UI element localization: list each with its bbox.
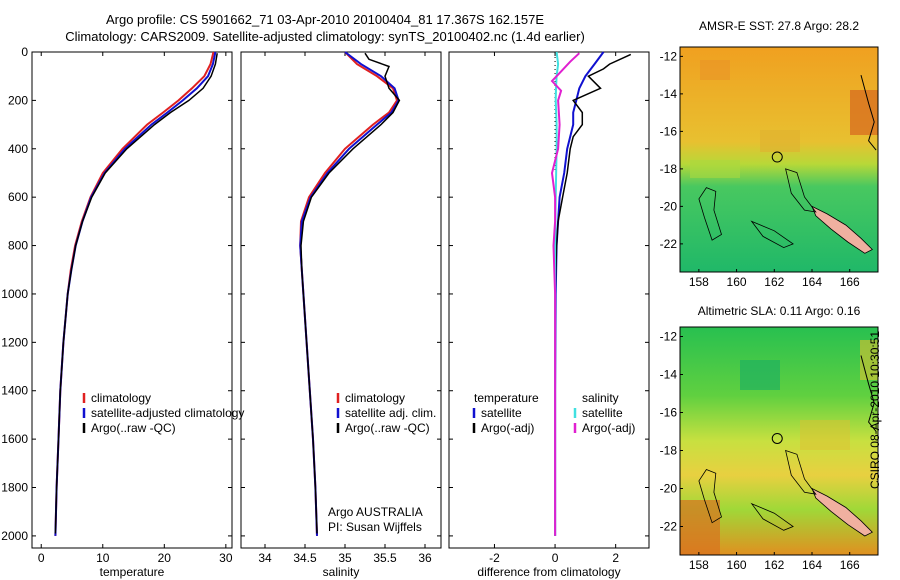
- temp-legend-label: satellite-adjusted climatology: [91, 406, 244, 420]
- sst-map-frame: [679, 46, 879, 273]
- argo-annotation: PI: Susan Wijffels: [328, 520, 422, 534]
- salinity-profile-xtick-label: 35: [338, 551, 352, 565]
- sla-map-xtick-label: 162: [764, 558, 784, 572]
- difference-from-climatology-line-blue: [554, 51, 605, 536]
- title-line-2: Climatology: CARS2009. Satellite-adjuste…: [65, 29, 585, 44]
- difference-from-climatology-frame: [448, 51, 650, 549]
- sst-map-ytick-label: -18: [660, 162, 678, 176]
- sst-map-xtick-label: 164: [802, 275, 822, 289]
- new-caledonia-island: [811, 205, 873, 254]
- sst-map-xtick-label: 158: [689, 275, 709, 289]
- sst-map-xtick-label: 166: [840, 275, 860, 289]
- sst-map-ytick-label: -12: [660, 49, 678, 63]
- sla-map-title: Altimetric SLA: 0.11 Argo: 0.16: [698, 304, 861, 318]
- difference-from-climatology-line-black: [554, 53, 632, 536]
- reef-contour: [785, 168, 817, 213]
- salinity-profile-line-blue: [299, 51, 400, 536]
- depth-tick-label: 1000: [1, 287, 28, 301]
- depth-tick-label: 1800: [1, 481, 28, 495]
- salinity-profile-xlabel: salinity: [323, 565, 360, 579]
- temperature-profile-line-red: [54, 51, 215, 536]
- sal-legend-label: Argo(..raw -QC): [345, 421, 430, 435]
- sst-map-xtick-label: 162: [764, 275, 784, 289]
- sla-map-frame: [679, 326, 879, 556]
- temperature-profile-frame: [31, 51, 233, 549]
- temperature-profile-xtick-label: 30: [219, 551, 233, 565]
- vanuatu-coast: [860, 74, 877, 151]
- sla-map-ytick-label: -14: [660, 368, 678, 382]
- sla-map-coastlines: [698, 355, 877, 537]
- difference-from-climatology-line-magenta: [550, 52, 580, 536]
- sal-legend-label: climatology: [345, 391, 405, 405]
- temperature-profile-xtick-label: 10: [96, 551, 110, 565]
- temperature-profile-xtick-label: 20: [158, 551, 172, 565]
- sla-map-xtick-label: 166: [840, 558, 860, 572]
- diff-legend-left-label: satellite: [481, 406, 522, 420]
- sla-map-ytick-label: -22: [660, 520, 678, 534]
- sst-map-ytick-label: -22: [660, 237, 678, 251]
- temp-legend-label: Argo(..raw -QC): [91, 421, 176, 435]
- difference-from-climatology-xtick-label: 2: [612, 551, 619, 565]
- temperature-profile-line-blue: [54, 51, 217, 536]
- depth-tick-label: 800: [8, 239, 28, 253]
- salinity-profile-xtick-label: 35.5: [373, 551, 397, 565]
- diff-legend-left-label: Argo(-adj): [481, 421, 534, 435]
- sst-map-ytick-label: -14: [660, 87, 678, 101]
- reef-contour: [698, 469, 722, 524]
- salinity-profile-xtick-label: 34: [258, 551, 272, 565]
- diff-legend-right-label: Argo(-adj): [582, 421, 635, 435]
- depth-tick-label: 1200: [1, 335, 28, 349]
- sal-legend-label: satellite adj. clim.: [345, 406, 436, 420]
- new-caledonia-island: [811, 487, 873, 537]
- difference-from-climatology-xtick-label: -2: [489, 551, 500, 565]
- temperature-profile-xlabel: temperature: [100, 565, 165, 579]
- sst-map-ytick-label: -20: [660, 199, 678, 213]
- salinity-profile-line-black: [300, 52, 401, 534]
- sla-map-ytick-label: -18: [660, 444, 678, 458]
- sst-map-coastlines: [698, 74, 877, 254]
- sla-map-xtick-label: 160: [727, 558, 747, 572]
- reef-contour: [750, 220, 794, 249]
- difference-from-climatology-xlabel: difference from climatology: [477, 565, 620, 579]
- title-line-1: Argo profile: CS 5901662_71 03-Apr-2010 …: [105, 12, 544, 27]
- salinity-profile-frame: [240, 51, 442, 549]
- depth-tick-label: 0: [21, 45, 28, 59]
- depth-tick-label: 1600: [1, 432, 28, 446]
- depth-tick-label: 1400: [1, 384, 28, 398]
- temperature-profile-line-black: [54, 53, 218, 534]
- reef-contour: [750, 502, 794, 531]
- diff-legend-right-label: satellite: [582, 406, 623, 420]
- diff-legend-title-right: salinity: [582, 391, 619, 405]
- reef-contour: [698, 187, 722, 241]
- sst-map-title: AMSR-E SST: 27.8 Argo: 28.2: [699, 19, 859, 33]
- salinity-profile-xtick-label: 36: [418, 551, 432, 565]
- temperature-profile-xtick-label: 0: [38, 551, 45, 565]
- sst-map-ytick-label: -16: [660, 124, 678, 138]
- sla-map-float-marker: [771, 432, 783, 444]
- depth-tick-label: 600: [8, 190, 28, 204]
- sla-map-ytick-label: -16: [660, 406, 678, 420]
- diff-legend-title-left: temperature: [474, 391, 539, 405]
- vanuatu-coast: [860, 355, 877, 432]
- sla-map-ytick-label: -12: [660, 330, 678, 344]
- sla-map-xtick-label: 164: [802, 558, 822, 572]
- reef-contour: [785, 449, 817, 495]
- depth-tick-label: 2000: [1, 529, 28, 543]
- sla-map-ytick-label: -20: [660, 482, 678, 496]
- depth-tick-label: 200: [8, 93, 28, 107]
- depth-tick-label: 400: [8, 142, 28, 156]
- difference-from-climatology-xtick-label: 0: [552, 551, 559, 565]
- salinity-profile-xtick-label: 34.5: [293, 551, 317, 565]
- sla-map-xtick-label: 158: [689, 558, 709, 572]
- argo-annotation: Argo AUSTRALIA: [328, 505, 423, 519]
- temp-legend-label: climatology: [91, 391, 151, 405]
- sst-map-xtick-label: 160: [727, 275, 747, 289]
- sst-map-float-marker: [771, 151, 783, 163]
- timestamp-stamp: CSIRO 08-Apr-2010 10:30:51: [868, 330, 882, 490]
